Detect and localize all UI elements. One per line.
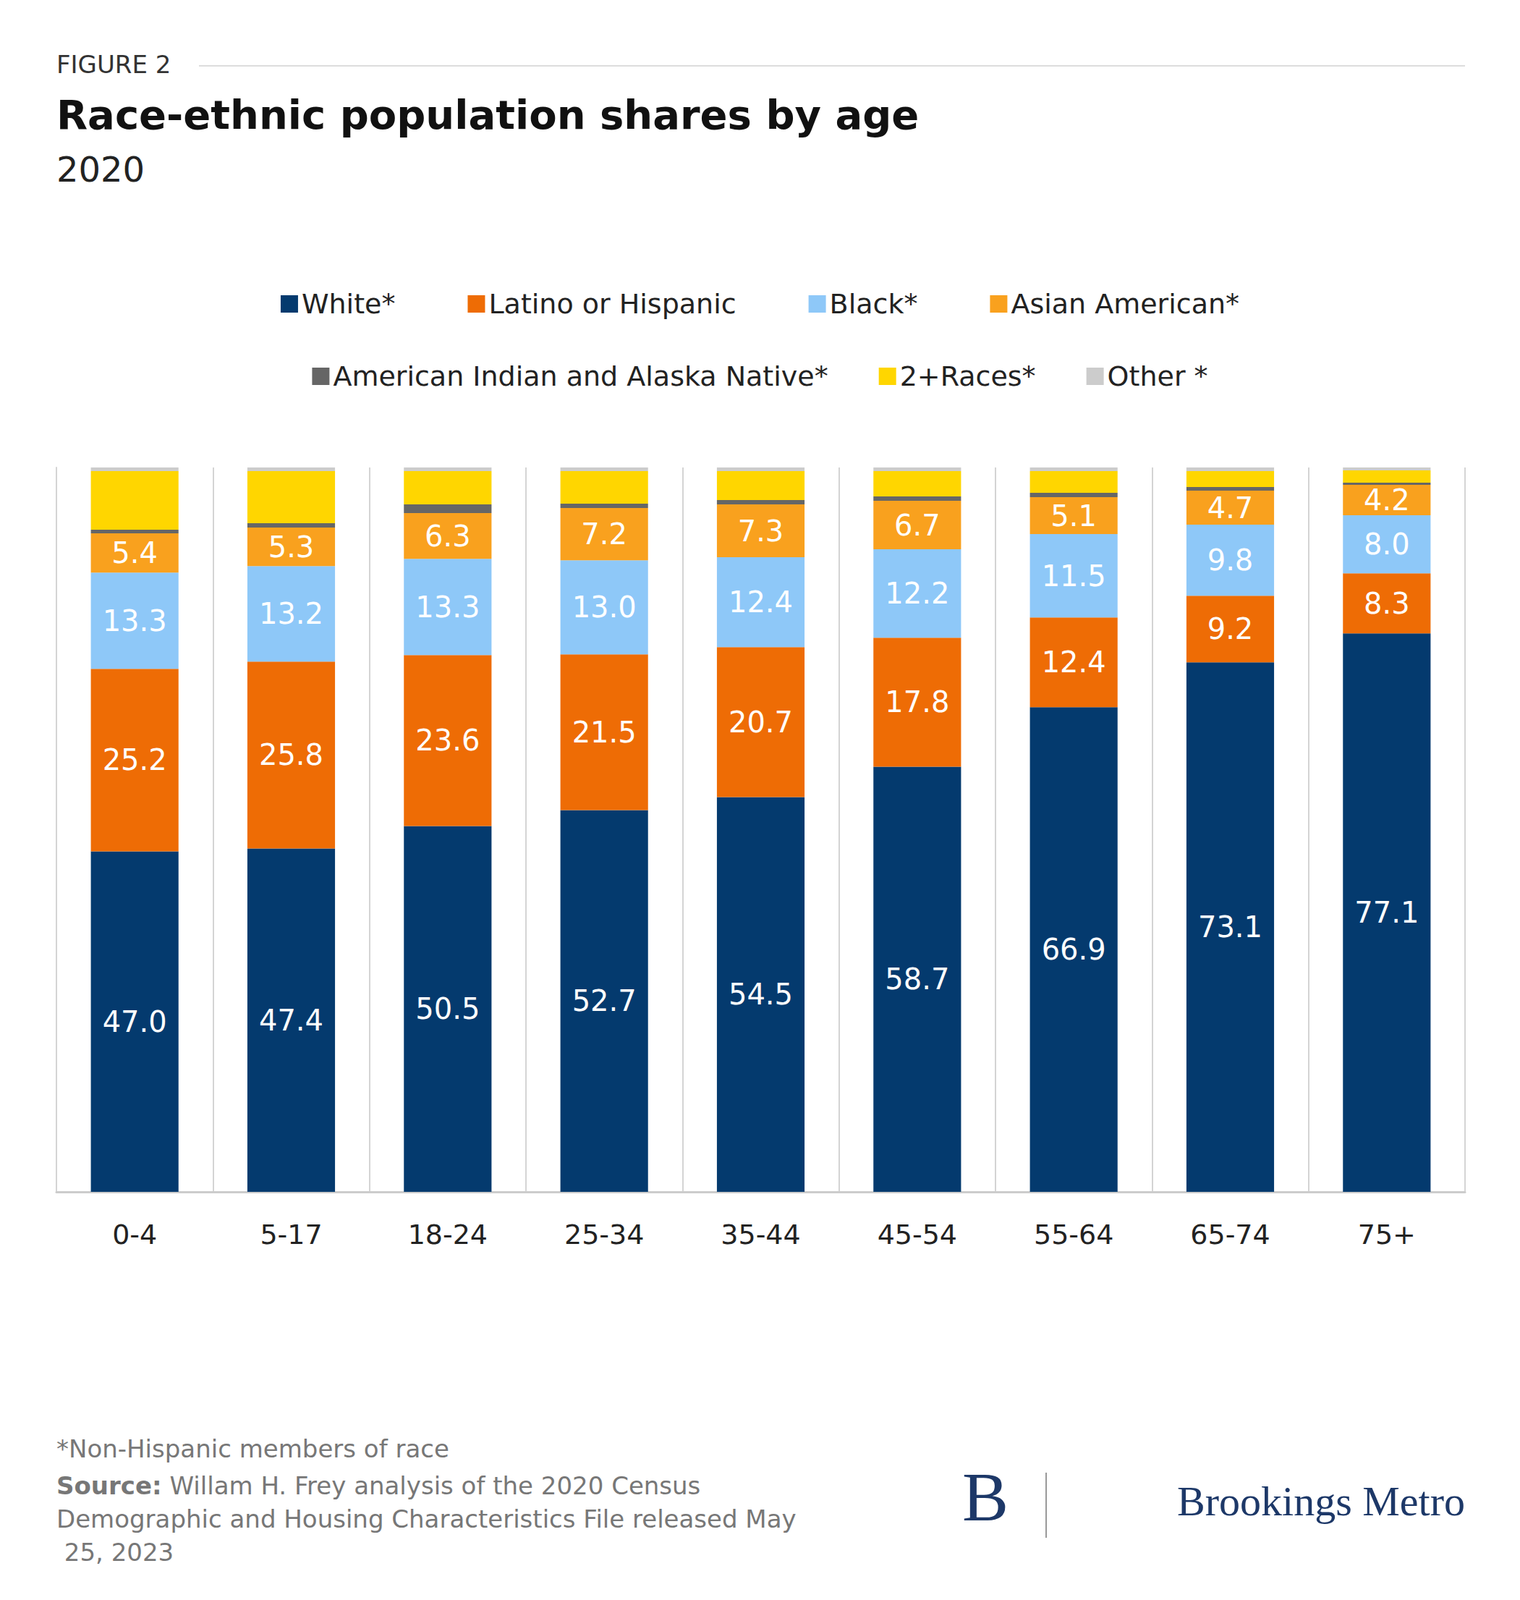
svg-text:American Indian and Alaska Nat: American Indian and Alaska Native*: [332, 360, 828, 393]
svg-text:0-4: 0-4: [112, 1218, 157, 1251]
svg-text:13.2: 13.2: [259, 596, 324, 631]
svg-text:25.2: 25.2: [102, 742, 168, 777]
svg-text:5-17: 5-17: [259, 1218, 322, 1251]
svg-text:Source:: Source:: [56, 1470, 163, 1500]
svg-text:8.3: 8.3: [1363, 586, 1411, 621]
svg-text:7.3: 7.3: [737, 514, 785, 548]
svg-text:Brookings Metro: Brookings Metro: [1177, 1477, 1466, 1525]
svg-text:77.1: 77.1: [1354, 895, 1419, 929]
svg-text:8.0: 8.0: [1363, 527, 1411, 561]
svg-text:25-34: 25-34: [564, 1218, 644, 1251]
svg-text:75+: 75+: [1357, 1218, 1416, 1251]
svg-text:2+Races*: 2+Races*: [899, 360, 1037, 393]
svg-text:6.3: 6.3: [424, 519, 471, 553]
svg-text:2020: 2020: [56, 149, 145, 190]
svg-text:65-74: 65-74: [1190, 1218, 1270, 1251]
svg-text:13.3: 13.3: [102, 604, 168, 638]
svg-text:18-24: 18-24: [408, 1218, 488, 1251]
svg-text:Latino or Hispanic: Latino or Hispanic: [488, 287, 736, 320]
svg-text:47.4: 47.4: [259, 1003, 324, 1037]
svg-text:9.8: 9.8: [1207, 543, 1254, 577]
svg-text:7.2: 7.2: [580, 517, 628, 551]
svg-text:25, 2023: 25, 2023: [56, 1537, 174, 1567]
svg-text:52.7: 52.7: [572, 983, 637, 1018]
svg-text:66.9: 66.9: [1041, 932, 1107, 966]
svg-text:35-44: 35-44: [720, 1218, 801, 1251]
svg-text:50.5: 50.5: [415, 991, 480, 1026]
svg-text:23.6: 23.6: [415, 723, 480, 757]
svg-text:5.3: 5.3: [268, 530, 315, 564]
svg-text:47.0: 47.0: [102, 1004, 168, 1039]
svg-text:Black*: Black*: [829, 287, 919, 320]
svg-text:25.8: 25.8: [259, 737, 324, 772]
svg-text:45-54: 45-54: [877, 1218, 958, 1251]
svg-text:9.2: 9.2: [1207, 612, 1254, 646]
svg-text:FIGURE 2: FIGURE 2: [56, 49, 171, 79]
svg-text:Demographic and Housing Charac: Demographic and Housing Characteristics …: [56, 1504, 797, 1534]
svg-text:11.5: 11.5: [1041, 559, 1107, 593]
svg-text:Willam H. Frey analysis of the: Willam H. Frey analysis of the 2020 Cens…: [162, 1470, 709, 1500]
svg-text:12.4: 12.4: [1041, 645, 1107, 679]
svg-text:20.7: 20.7: [728, 705, 793, 739]
svg-text:B: B: [962, 1457, 1009, 1536]
svg-text:12.2: 12.2: [884, 576, 950, 610]
svg-text:4.7: 4.7: [1207, 491, 1254, 525]
svg-text:6.7: 6.7: [894, 508, 941, 542]
svg-text:*Non-Hispanic members of race: *Non-Hispanic members of race: [56, 1433, 450, 1463]
svg-text:White*: White*: [301, 287, 396, 320]
svg-text:21.5: 21.5: [572, 715, 637, 749]
svg-text:73.1: 73.1: [1198, 910, 1263, 944]
svg-text:58.7: 58.7: [884, 962, 950, 996]
svg-text:Other *: Other *: [1107, 360, 1209, 393]
svg-text:5.1: 5.1: [1050, 499, 1097, 533]
svg-text:4.2: 4.2: [1363, 483, 1411, 517]
svg-text:54.5: 54.5: [728, 977, 793, 1011]
svg-text:Race-ethnic population shares: Race-ethnic population shares by age: [56, 91, 919, 139]
svg-text:12.4: 12.4: [728, 585, 793, 619]
svg-text:13.0: 13.0: [572, 590, 637, 624]
svg-text:5.4: 5.4: [111, 536, 158, 570]
svg-text:55-64: 55-64: [1033, 1218, 1114, 1251]
svg-text:17.8: 17.8: [884, 685, 950, 719]
svg-text:Asian American*: Asian American*: [1010, 287, 1240, 320]
svg-text:13.3: 13.3: [415, 590, 480, 624]
